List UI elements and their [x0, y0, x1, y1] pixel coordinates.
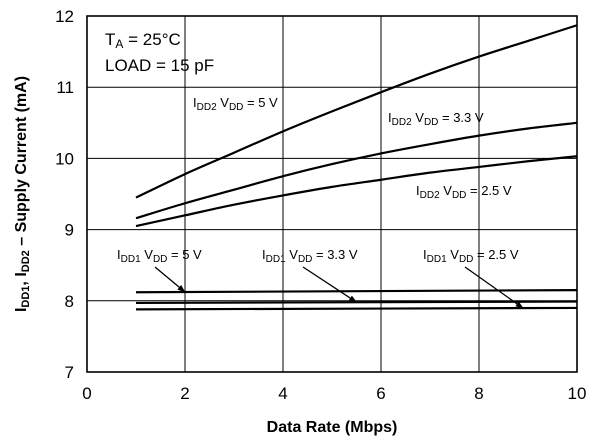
- series-label: IDD2 VDD = 3.3 V: [388, 110, 484, 128]
- x-axis-label: Data Rate (Mbps): [267, 419, 398, 436]
- y-axis-label: IDD1, IDD2 – Supply Current (mA): [13, 76, 32, 312]
- series-line: [135, 121, 578, 220]
- x-tick-labels: 0 2 4 6 8 10: [82, 384, 586, 403]
- series-label: IDD1 VDD = 2.5 V: [423, 247, 519, 265]
- x-tick-label: 10: [568, 384, 587, 403]
- annotation-arrow: [464, 266, 524, 309]
- x-tick-label: 6: [376, 384, 385, 403]
- y-tick-labels: 7 8 9 10 11 12: [55, 7, 74, 382]
- x-tick-label: 8: [474, 384, 483, 403]
- series-label: IDD2 VDD = 2.5 V: [416, 183, 512, 201]
- series-line: [135, 289, 578, 294]
- x-tick-label: 4: [278, 384, 287, 403]
- y-tick-label: 9: [65, 221, 74, 240]
- annotation-arrows: [154, 266, 524, 309]
- temperature-condition: TA = 25°C: [105, 30, 181, 51]
- series-line: [135, 24, 578, 199]
- load-condition: LOAD = 15 pF: [105, 56, 214, 75]
- x-tick-label: 0: [82, 384, 91, 403]
- series-line: [135, 306, 578, 311]
- plot-frame: [86, 15, 578, 373]
- annotation-arrow: [302, 266, 357, 303]
- y-tick-label: 7: [65, 363, 74, 382]
- series-label: IDD1 VDD = 5 V: [117, 247, 202, 265]
- series-label: IDD2 VDD = 5 V: [193, 95, 278, 113]
- x-tick-label: 2: [180, 384, 189, 403]
- annotation-arrow: [154, 266, 186, 293]
- series-line: [135, 155, 578, 228]
- series-label: IDD1 VDD = 3.3 V: [262, 247, 358, 265]
- y-tick-label: 11: [56, 78, 74, 97]
- test-conditions: TA = 25°C LOAD = 15 pF: [105, 30, 214, 75]
- y-tick-label: 12: [55, 7, 74, 26]
- y-tick-label: 10: [55, 149, 74, 168]
- grid: [87, 16, 577, 372]
- series-labels: IDD2 VDD = 5 V IDD2 VDD = 3.3 V IDD2 VDD =…: [117, 95, 519, 265]
- y-tick-label: 8: [65, 292, 74, 311]
